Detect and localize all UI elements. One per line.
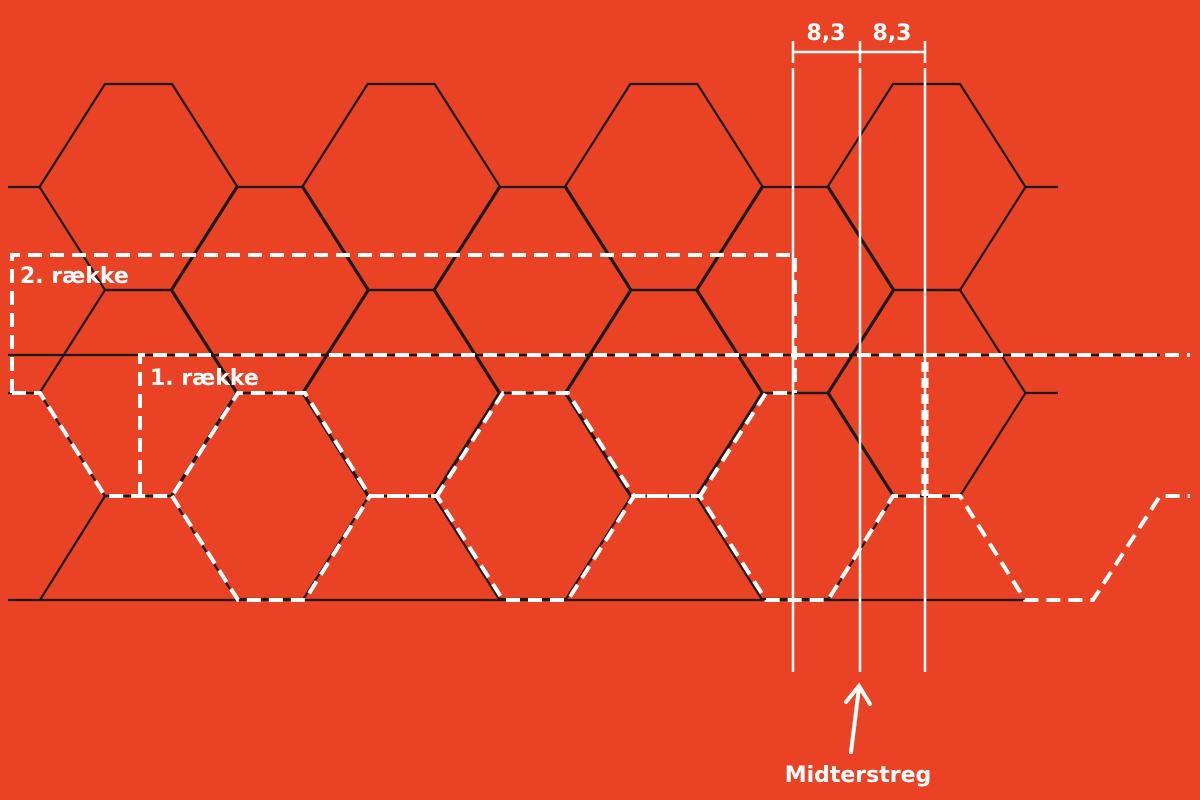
- hexagon-cell: [563, 288, 765, 498]
- row1-label: 1. række: [150, 366, 259, 391]
- hexagon-cell: [169, 185, 371, 395]
- hexagon-cell: [694, 391, 896, 601]
- lower-dashed-wave: [170, 494, 1190, 602]
- hexagon-cell: [432, 185, 633, 395]
- midline-arrow: [844, 682, 872, 754]
- hexagon-cell: [563, 82, 765, 292]
- hexagon-cell: [826, 82, 1027, 292]
- row2-boundary: [10, 253, 797, 393]
- hexagon-cell: [300, 82, 502, 292]
- row1-boundary: [138, 353, 1190, 496]
- dimension-lines: [791, 41, 927, 672]
- row2-label: 2. række: [20, 264, 129, 289]
- midline-label: Midterstreg: [785, 763, 932, 788]
- arrow-shaft: [849, 686, 861, 754]
- partial-hex-bottom-left: [39, 494, 172, 601]
- hexagon-cell: [169, 391, 371, 601]
- upper-dashed-wave: [12, 391, 795, 498]
- hexagon-cell: [38, 82, 239, 292]
- dashed-annotations: [10, 253, 1190, 602]
- dimension-label-left: 8,3: [807, 21, 846, 46]
- hexagon-cell: [432, 391, 633, 601]
- dimension-label-right: 8,3: [873, 21, 912, 46]
- hexagon-cell: [300, 288, 502, 498]
- arrow-head-icon: [844, 682, 872, 706]
